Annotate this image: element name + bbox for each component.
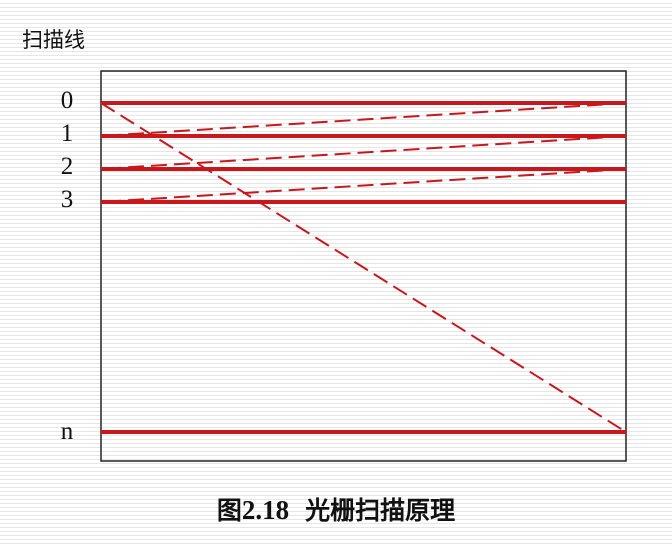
horizontal-retrace-2-3 (100, 168, 627, 203)
horizontal-retrace-0-1 (100, 102, 627, 137)
horizontal-retrace-1-2 (100, 135, 627, 170)
caption-number: 2.18 (241, 495, 290, 525)
axis-title: 扫描线 (22, 28, 85, 52)
scan-line-label-2: 2 (60, 153, 74, 180)
caption-text: 光栅扫描原理 (305, 496, 456, 525)
screen-frame (100, 70, 627, 462)
scan-line-label-n: n (60, 418, 74, 445)
caption-prefix: 图 (216, 496, 242, 525)
scan-line-label-0: 0 (60, 87, 74, 114)
scan-line-label-1: 1 (60, 120, 74, 147)
vertical-retrace (100, 102, 627, 433)
scan-line-label-3: 3 (60, 186, 74, 213)
figure-caption: 图2.18 光栅扫描原理 (0, 497, 672, 524)
